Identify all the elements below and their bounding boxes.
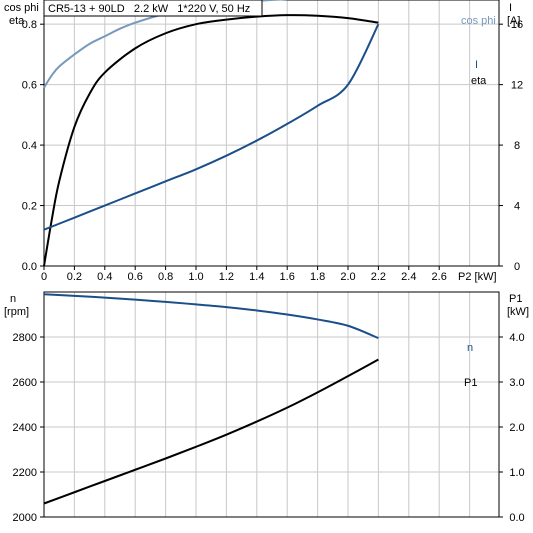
top-x-axis-ticks: 0 0.2 0.4 0.6 0.8 1.0 1.2 1.4 1.6 1.8 2.0 2.2 2.4 2.6 [41,266,447,283]
top-x-tick-label: 1.6 [280,271,295,283]
top-right-tick-label: 16 [511,19,523,31]
bottom-left-tick-label: 2800 [13,332,37,344]
bottom-right-tick-label: 1.0 [509,467,524,479]
series-line-I [43,23,380,231]
top-left-tick-label: 0.8 [22,19,37,31]
top-plot-frame [43,0,500,267]
bottom-left-axis-label-n: n [10,293,16,305]
top-x-axis-unit-label: P2 [kW] [458,271,497,283]
bottom-panel: 2000 2200 2400 2600 2800 0.0 1.0 2.0 3.0 4.0 n [… [4,291,529,524]
top-x-tick-label: 1.0 [188,271,203,283]
series-line-cos-phi [43,0,290,89]
bottom-right-tick-label: 4.0 [509,332,524,344]
top-left-tick-label: 0.2 [22,201,37,213]
series-label-n: n [467,342,473,354]
top-right-tick-label: 0 [514,261,520,273]
top-left-tick-label: 0.6 [22,80,37,92]
bottom-right-tick-label: 3.0 [509,377,524,389]
bottom-series-group [43,293,379,505]
bottom-right-tick-label: 2.0 [509,422,524,434]
top-left-tick-label: 0.0 [22,261,37,273]
top-right-tick-label: 12 [511,80,523,92]
series-label-eta: eta [471,75,487,87]
bottom-grid [44,292,499,517]
top-right-axis-label-i: I [509,2,512,14]
bottom-left-axis-label-unit: [rpm] [4,306,29,318]
top-x-tick-label: 0.4 [97,271,112,283]
series-label-p1: P1 [464,377,477,389]
top-left-tick-label: 0.4 [22,140,37,152]
bottom-left-tick-label: 2000 [13,512,37,524]
bottom-left-axis-ticks: 2000 2200 2400 2600 2800 [13,332,44,524]
top-x-tick-label: 2.2 [371,271,386,283]
chart-title: CR5-13 + 90LD 2.2 kW 1*220 V, 50 Hz [48,3,250,15]
top-x-tick-label: 2.0 [340,271,355,283]
series-line-P1 [43,358,379,505]
bottom-right-axis-ticks: 0.0 1.0 2.0 3.0 4.0 [499,332,525,524]
bottom-right-axis-label-p1: P1 [509,293,522,305]
top-x-tick-label: 0.2 [67,271,82,283]
top-right-axis-ticks: 0 4 8 12 16 [499,19,523,273]
top-series-group [43,0,380,267]
top-x-tick-label: 0.8 [158,271,173,283]
series-label-i: I [475,59,478,71]
series-line-n [43,293,379,340]
bottom-right-tick-label: 0.0 [509,512,524,524]
bottom-left-tick-label: 2600 [13,377,37,389]
top-x-tick-label: 1.8 [310,271,325,283]
top-x-tick-label: 1.2 [219,271,234,283]
top-right-tick-label: 8 [514,140,520,152]
top-panel: 0.0 0.2 0.4 0.6 0.8 0 4 8 12 16 0 0.2 0.4 0.6 0.8 1.0… [4,0,523,283]
bottom-plot-frame [43,291,500,518]
top-grid [44,0,499,266]
top-x-tick-label: 2.6 [432,271,447,283]
top-x-tick-label: 0.6 [128,271,143,283]
title-box [43,0,263,17]
top-right-axis-label-unit: [A] [507,15,520,27]
series-line-eta [43,14,379,267]
top-right-tick-label: 4 [514,201,520,213]
top-x-tick-label: 2.4 [401,271,416,283]
series-label-cos-phi: cos phi [461,15,496,27]
bottom-left-tick-label: 2400 [13,422,37,434]
top-left-axis-label-cosphi: cos phi [4,2,39,14]
bottom-right-axis-label-unit: [kW] [507,306,529,318]
top-x-tick-label: 0 [41,271,47,283]
top-left-axis-ticks: 0.0 0.2 0.4 0.6 0.8 [22,19,44,273]
bottom-left-tick-label: 2200 [13,467,37,479]
top-x-tick-label: 1.4 [249,271,264,283]
top-left-axis-label-eta: eta [9,15,25,27]
